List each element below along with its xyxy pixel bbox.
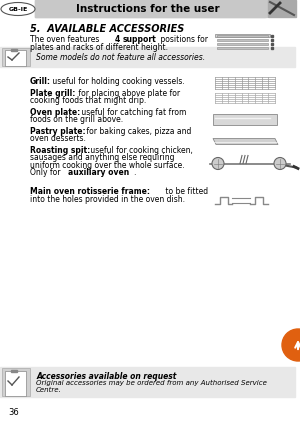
- Text: Original accessories may be ordered from any Authorised Service
Centre.: Original accessories may be ordered from…: [36, 380, 267, 393]
- Text: plates and racks of different height.: plates and racks of different height.: [30, 43, 168, 52]
- Bar: [217, 46, 268, 49]
- Text: auxiliary oven: auxiliary oven: [68, 168, 129, 177]
- Text: useful for cooking chicken,: useful for cooking chicken,: [88, 145, 193, 155]
- Bar: [35, 0, 267, 17]
- Bar: [2, 48, 30, 66]
- Text: Only for: Only for: [30, 168, 63, 177]
- Text: cooking foods that might drip.: cooking foods that might drip.: [30, 96, 146, 105]
- Bar: [0, 47, 295, 67]
- Text: oven desserts.: oven desserts.: [30, 134, 86, 143]
- Circle shape: [212, 158, 224, 170]
- Text: for placing above plate for: for placing above plate for: [76, 88, 180, 97]
- Bar: [217, 39, 268, 41]
- Text: .: .: [133, 168, 135, 177]
- Bar: [11, 49, 17, 51]
- Text: foods on the grill above.: foods on the grill above.: [30, 115, 123, 124]
- Bar: [11, 370, 17, 372]
- Text: The oven features: The oven features: [30, 35, 102, 44]
- Circle shape: [282, 329, 300, 361]
- Text: Roasting spit:: Roasting spit:: [30, 145, 90, 155]
- Bar: [268, 0, 296, 17]
- Bar: [0, 367, 295, 397]
- Bar: [35, 0, 265, 17]
- Text: Accessories available on request: Accessories available on request: [36, 372, 176, 381]
- Text: GB-IE: GB-IE: [8, 6, 28, 11]
- FancyBboxPatch shape: [4, 49, 26, 65]
- Text: to be fitted: to be fitted: [163, 187, 208, 196]
- Bar: [217, 34, 268, 37]
- Text: Main oven rotisserie frame:: Main oven rotisserie frame:: [30, 187, 150, 196]
- Text: Pastry plate:: Pastry plate:: [30, 127, 86, 136]
- Polygon shape: [213, 139, 278, 145]
- Text: positions for: positions for: [158, 35, 208, 44]
- Text: for baking cakes, pizza and: for baking cakes, pizza and: [84, 127, 191, 136]
- Text: 36: 36: [8, 408, 19, 417]
- Circle shape: [274, 158, 286, 170]
- Text: Grill:: Grill:: [30, 77, 51, 86]
- Text: into the holes provided in the oven dish.: into the holes provided in the oven dish…: [30, 195, 185, 204]
- Text: support: support: [123, 35, 157, 44]
- Ellipse shape: [1, 3, 35, 15]
- Text: 5.  AVAILABLE ACCESSORIES: 5. AVAILABLE ACCESSORIES: [30, 24, 184, 34]
- Bar: [217, 42, 268, 45]
- Text: Some models do not feature all accessories.: Some models do not feature all accessori…: [36, 53, 205, 62]
- FancyBboxPatch shape: [4, 371, 26, 396]
- Text: useful for catching fat from: useful for catching fat from: [79, 108, 186, 116]
- Text: Oven plate:: Oven plate:: [30, 108, 80, 116]
- Text: sausages and anything else requiring: sausages and anything else requiring: [30, 153, 175, 162]
- Text: Plate grill:: Plate grill:: [30, 88, 75, 97]
- FancyBboxPatch shape: [212, 114, 277, 125]
- Text: Instructions for the user: Instructions for the user: [76, 3, 220, 14]
- FancyBboxPatch shape: [215, 34, 270, 37]
- Bar: [2, 368, 30, 396]
- Text: uniform cooking over the whole surface.: uniform cooking over the whole surface.: [30, 161, 184, 170]
- Text: useful for holding cooking vessels.: useful for holding cooking vessels.: [50, 77, 185, 86]
- Text: 4: 4: [115, 35, 120, 44]
